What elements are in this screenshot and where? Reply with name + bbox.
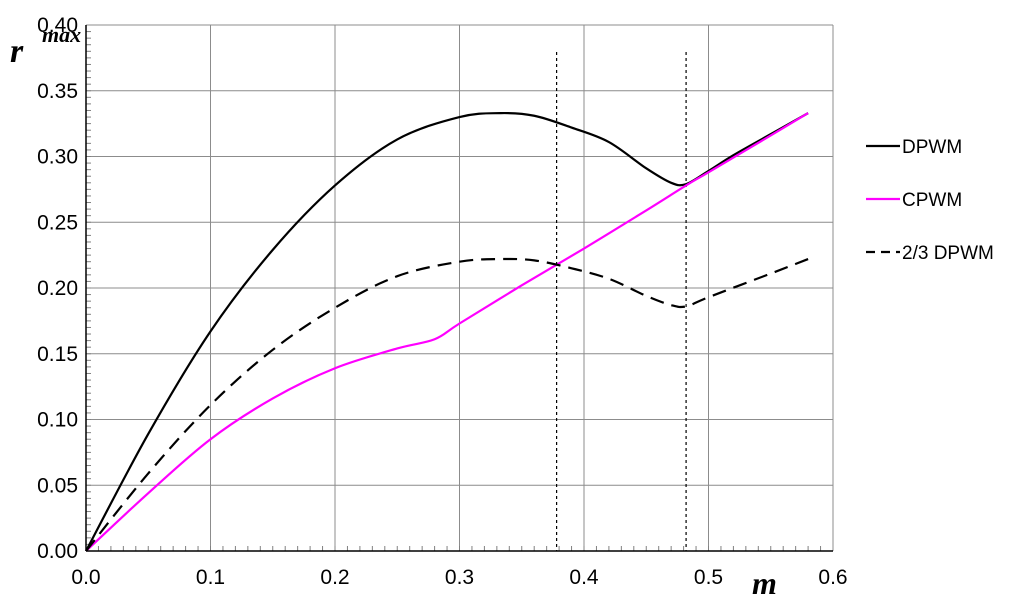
y-tick-label: 0.10 <box>37 409 78 432</box>
series-line-2-3-dpwm <box>85 257 809 552</box>
y-axis-label-superscript: max <box>42 22 81 47</box>
y-tick-label: 0.30 <box>37 146 78 169</box>
vertical-markers <box>556 52 687 551</box>
series-line-dpwm <box>85 111 809 552</box>
y-tick-label: 0.05 <box>37 474 78 497</box>
x-axis-label: m <box>752 565 777 601</box>
axes <box>85 25 833 552</box>
grid <box>86 24 834 551</box>
y-tick-label: 0.25 <box>37 211 78 234</box>
x-tick-label: 0.2 <box>320 566 349 589</box>
series-line-cpwm <box>85 112 809 552</box>
x-tick-label: 0.1 <box>196 566 225 589</box>
legend-label-2-3-dpwm: 2/3 DPWM <box>902 243 994 264</box>
y-tick-label: 0.35 <box>37 80 78 103</box>
x-tick-labels: 0.0 0.1 0.2 0.3 0.4 0.5 0.6 <box>71 566 847 589</box>
y-tick-label: 0.20 <box>37 277 78 300</box>
x-tick-label: 0.3 <box>445 566 474 589</box>
y-tick-label: 0.15 <box>37 343 78 366</box>
legend: DPWM CPWM 2/3 DPWM <box>866 137 994 264</box>
minor-ticks <box>86 31 822 551</box>
x-tick-label: 0.4 <box>569 566 599 589</box>
legend-label-cpwm: CPWM <box>902 190 962 211</box>
x-tick-label: 0.5 <box>694 566 723 589</box>
y-axis-label: r <box>10 33 24 70</box>
series-layer <box>85 111 809 552</box>
y-tick-labels: 0.00 0.05 0.10 0.15 0.20 0.25 0.30 0.35 0.40 <box>37 14 78 563</box>
y-tick-label: 0.00 <box>37 540 78 563</box>
y-tick-label: 0.40 <box>37 14 78 37</box>
x-tick-label: 0.6 <box>818 566 847 589</box>
x-tick-label: 0.0 <box>71 566 100 589</box>
legend-label-dpwm: DPWM <box>902 137 962 158</box>
